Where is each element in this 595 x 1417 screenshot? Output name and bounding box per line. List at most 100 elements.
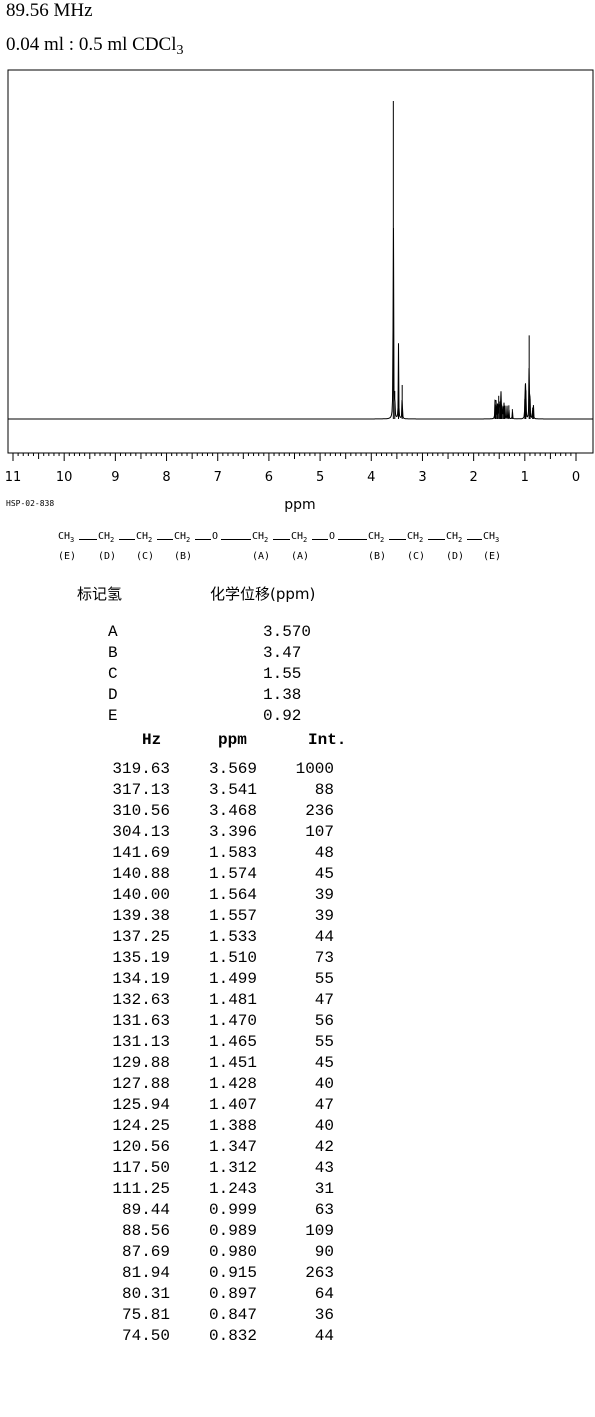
peak-ppm: 1.451 xyxy=(208,1054,257,1072)
x-tick-label: 0 xyxy=(572,470,580,485)
bond xyxy=(389,539,406,540)
peak-ppm: 1.407 xyxy=(208,1096,257,1114)
group-ch2-d-right: CH2 xyxy=(446,531,463,544)
assignment-shift: 3.570 xyxy=(263,623,312,641)
peak-ppm: 0.999 xyxy=(208,1201,257,1219)
solvent-text: 0.04 ml : 0.5 ml CDCl xyxy=(6,34,177,55)
molecule-structure: CH3 CH2 CH2 CH2 O CH2 CH2 O CH2 CH2 CH2 … xyxy=(0,531,595,545)
peak-hz: 81.94 xyxy=(121,1264,170,1282)
bond xyxy=(195,539,211,540)
bond xyxy=(157,539,173,540)
group-ch2-c-left: CH2 xyxy=(136,531,153,544)
x-tick-label: 3 xyxy=(418,470,426,485)
group-o-right: O xyxy=(329,531,336,542)
x-ticks xyxy=(12,453,577,461)
peak-hz: 117.50 xyxy=(112,1159,170,1177)
peak-ppm: 1.481 xyxy=(208,991,257,1009)
assignment-label-header: 标记氢 xyxy=(77,585,123,603)
peak-ppm: 1.388 xyxy=(208,1117,257,1135)
peak-ppm: 1.510 xyxy=(208,949,257,967)
bond xyxy=(312,539,328,540)
x-tick-labels: 11 10 9 8 7 6 5 4 3 2 1 0 xyxy=(5,470,580,485)
struct-label: (E) xyxy=(483,551,502,562)
struct-label: (D) xyxy=(98,551,117,562)
assignment-proton: D xyxy=(108,686,118,704)
peak-hz: 134.19 xyxy=(112,970,170,988)
assignment-shift-header: 化学位移(ppm) xyxy=(210,585,316,603)
bond xyxy=(467,539,482,540)
peak-hz: 125.94 xyxy=(112,1096,170,1114)
peak-hz: 139.38 xyxy=(112,907,170,925)
struct-label: (B) xyxy=(174,551,193,562)
peak-intensity: 45 xyxy=(314,1054,334,1072)
bond xyxy=(221,539,251,540)
group-ch3-left: CH3 xyxy=(58,531,75,544)
peak-intensity: 107 xyxy=(305,823,334,841)
bond xyxy=(79,539,97,540)
x-tick-label: 1 xyxy=(521,470,529,485)
peak-hz: 131.13 xyxy=(112,1033,170,1051)
group-o-left: O xyxy=(212,531,219,542)
peak-intensity: 56 xyxy=(314,1012,334,1030)
peak-lines xyxy=(392,101,534,419)
peak-ppm: 1.347 xyxy=(208,1138,257,1156)
peak-ppm: 1.583 xyxy=(208,844,257,862)
peak-ppm: 0.847 xyxy=(208,1306,257,1324)
assignment-shift: 0.92 xyxy=(263,707,302,725)
peak-ppm: 3.396 xyxy=(208,823,257,841)
peak-hz: 111.25 xyxy=(112,1180,170,1198)
peak-intensity: 1000 xyxy=(295,760,334,778)
nmr-spectrum-chart: 11 10 9 8 7 6 5 4 3 2 1 0 ppm xyxy=(5,69,594,513)
x-tick-label: 4 xyxy=(367,470,375,485)
x-tick-label: 7 xyxy=(214,470,222,485)
peak-hz: 132.63 xyxy=(112,991,170,1009)
peak-ppm: 3.541 xyxy=(208,781,257,799)
peak-hz: 141.69 xyxy=(112,844,170,862)
peak-hz: 124.25 xyxy=(112,1117,170,1135)
peak-intensity: 90 xyxy=(314,1243,334,1261)
spectrum-code: HSP-02-838 xyxy=(6,499,55,508)
peak-ppm: 0.980 xyxy=(208,1243,257,1261)
peak-hz: 310.56 xyxy=(112,802,170,820)
peak-ppm: 3.569 xyxy=(208,760,257,778)
peak-hz: 317.13 xyxy=(112,781,170,799)
struct-label: (A) xyxy=(291,551,310,562)
peak-intensity: 36 xyxy=(314,1306,334,1324)
x-tick-label: 6 xyxy=(265,470,273,485)
peak-ppm: 1.574 xyxy=(208,865,257,883)
peak-header-hz: Hz xyxy=(142,731,162,749)
group-ch2-a2: CH2 xyxy=(291,531,308,544)
peak-intensity: 40 xyxy=(314,1117,334,1135)
peak-hz: 319.63 xyxy=(112,760,170,778)
peak-hz: 131.63 xyxy=(112,1012,170,1030)
bond xyxy=(428,539,445,540)
peak-ppm: 1.428 xyxy=(208,1075,257,1093)
sample-solvent: 0.04 ml : 0.5 ml CDCl3 xyxy=(6,34,184,58)
peak-intensity: 55 xyxy=(314,1033,334,1051)
group-ch2-d-left: CH2 xyxy=(98,531,115,544)
peak-hz: 89.44 xyxy=(121,1201,170,1219)
group-ch2-b-right: CH2 xyxy=(368,531,385,544)
peak-hz: 74.50 xyxy=(121,1327,170,1345)
peak-intensity: 31 xyxy=(314,1180,334,1198)
group-ch3-right: CH3 xyxy=(483,531,500,544)
peak-header-int: Int. xyxy=(308,731,347,749)
assignment-proton: A xyxy=(108,623,118,641)
x-tick-label: 10 xyxy=(56,470,73,485)
peak-hz: 127.88 xyxy=(112,1075,170,1093)
peak-hz: 304.13 xyxy=(112,823,170,841)
peak-ppm: 1.465 xyxy=(208,1033,257,1051)
assignment-proton: E xyxy=(108,707,118,725)
peak-ppm: 3.468 xyxy=(208,802,257,820)
bond xyxy=(273,539,290,540)
peak-ppm: 1.564 xyxy=(208,886,257,904)
peak-ppm: 1.557 xyxy=(208,907,257,925)
peak-hz: 137.25 xyxy=(112,928,170,946)
peak-intensity: 88 xyxy=(314,781,334,799)
struct-label: (C) xyxy=(136,551,155,562)
peak-hz: 140.88 xyxy=(112,865,170,883)
peak-ppm: 1.533 xyxy=(208,928,257,946)
spectrum-trace xyxy=(8,227,593,420)
solvent-subscript: 3 xyxy=(176,43,184,58)
peak-intensity: 47 xyxy=(314,1096,334,1114)
